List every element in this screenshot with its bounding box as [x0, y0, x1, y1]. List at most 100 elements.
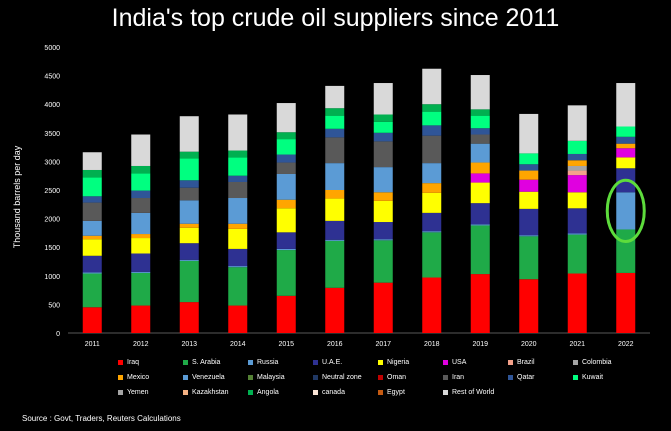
bar-segment-s-arabia — [616, 229, 636, 273]
legend-swatch — [508, 374, 513, 380]
bar-segment-rest-of-world — [82, 152, 102, 170]
legend-item: Qatar — [508, 373, 535, 383]
highlight-circle — [605, 178, 646, 243]
bar-segment-u-a-e- — [276, 232, 296, 249]
bar-segment-russia — [82, 272, 102, 274]
bar-segment-iran — [470, 134, 490, 144]
bar-segment-u-a-e- — [422, 212, 442, 232]
y-tick-label: 4000 — [44, 102, 60, 109]
bar-segment-brazil — [567, 170, 587, 176]
bar-segment-mexico — [179, 223, 199, 228]
bar-segment-venezuela — [228, 198, 248, 224]
bar-segment-mexico — [519, 170, 539, 180]
bar-segment-kuwait — [616, 126, 636, 137]
bar-segment-iraq — [82, 307, 102, 333]
bar-segment-u-a-e- — [228, 248, 248, 267]
x-tick-label: 2022 — [618, 341, 634, 348]
legend-label: Egypt — [387, 389, 405, 396]
y-tick-label: 1000 — [44, 274, 60, 281]
legend-label: Malaysia — [257, 374, 285, 381]
bar-segment-rest-of-world — [519, 113, 539, 154]
legend-swatch — [248, 359, 253, 365]
bar-segment-iran — [325, 137, 345, 164]
bar-segment-kuwait — [470, 115, 490, 129]
bar-segment-u-a-e- — [131, 253, 151, 272]
legend-item: canada — [313, 388, 345, 398]
bar-segment-s-arabia — [422, 232, 442, 278]
legend-label: Kuwait — [582, 374, 604, 381]
bar-segment-kuwait — [131, 173, 151, 191]
bar-segment-rest-of-world — [228, 114, 248, 151]
bar-segment-russia — [470, 224, 490, 226]
bar-segment-venezuela — [179, 200, 199, 224]
legend-label: U.A.E. — [322, 359, 343, 366]
bar-segment-qatar — [422, 125, 442, 136]
bar-segment-iran — [373, 141, 393, 168]
bar-segment-rest-of-world — [567, 105, 587, 141]
legend-item: Angola — [248, 388, 279, 398]
bar-segment-usa — [519, 179, 539, 192]
x-tick-label: 2021 — [569, 341, 585, 348]
bar-segment-kuwait — [276, 139, 296, 155]
legend-item: Egypt — [378, 388, 405, 398]
bar-segment-nigeria — [228, 228, 248, 249]
x-tick-label: 2014 — [230, 341, 246, 348]
bar-segment-nigeria — [276, 208, 296, 233]
bar-segment-kuwait — [567, 140, 587, 154]
bar-segment-russia — [373, 239, 393, 241]
bar-segment-rest-of-world — [131, 134, 151, 166]
legend-swatch — [313, 374, 318, 380]
bar-segment-mexico — [373, 192, 393, 201]
bar-segment-qatar — [616, 136, 636, 144]
legend-label: Rest of World — [452, 389, 495, 396]
bar-segment-s-arabia — [567, 234, 587, 274]
bar-segment-mexico — [422, 183, 442, 193]
y-tick-label: 2500 — [44, 188, 60, 195]
bar-segment-angola — [470, 109, 490, 116]
legend-label: Brazil — [517, 359, 535, 366]
bar-segment-nigeria — [519, 191, 539, 209]
bar-segment-u-a-e- — [567, 208, 587, 234]
bar-segment-rest-of-world — [179, 116, 199, 152]
bar-segment-qatar — [325, 128, 345, 138]
x-tick-label: 2017 — [375, 341, 391, 348]
legend-swatch — [313, 389, 318, 395]
legend-item: USA — [443, 358, 466, 368]
bar-segment-mexico — [228, 223, 248, 229]
bar-segment-qatar — [276, 154, 296, 163]
bar-segment-rest-of-world — [422, 68, 442, 105]
legend-swatch — [443, 374, 448, 380]
legend-swatch — [183, 359, 188, 365]
legend-item: Mexico — [118, 373, 149, 383]
bar-segment-mexico — [616, 143, 636, 149]
chart-bars — [82, 68, 636, 333]
legend-label: Qatar — [517, 374, 535, 381]
bar-segment-nigeria — [422, 192, 442, 213]
bar-segment-s-arabia — [228, 267, 248, 306]
legend-swatch — [313, 359, 318, 365]
legend-swatch — [248, 389, 253, 395]
bar-segment-iraq — [422, 277, 442, 333]
bar-segment-angola — [82, 169, 102, 178]
bar-segment-usa — [616, 148, 636, 158]
bar-segment-angola — [276, 132, 296, 140]
legend-label: Venezuela — [192, 374, 225, 381]
legend-item: Brazil — [508, 358, 535, 368]
bar-segment-angola — [373, 114, 393, 122]
bar-segment-iraq — [179, 302, 199, 333]
x-tick-label: 2018 — [424, 341, 440, 348]
bar-segment-nigeria — [470, 182, 490, 204]
bar-segment-venezuela — [131, 212, 151, 235]
bar-segment-iraq — [228, 305, 248, 333]
source-note: Source : Govt, Traders, Reuters Calculat… — [22, 414, 181, 423]
chart-highlight — [605, 178, 646, 243]
legend-label: Iran — [452, 374, 465, 381]
legend-label: Mexico — [127, 374, 150, 381]
bar-segment-u-a-e- — [82, 255, 102, 273]
legend-swatch — [508, 359, 513, 365]
bar-segment-nigeria — [325, 198, 345, 221]
legend-swatch — [183, 374, 188, 380]
bar-segment-russia — [131, 271, 151, 273]
bar-segment-qatar — [131, 190, 151, 199]
bar-segment-rest-of-world — [470, 75, 490, 110]
